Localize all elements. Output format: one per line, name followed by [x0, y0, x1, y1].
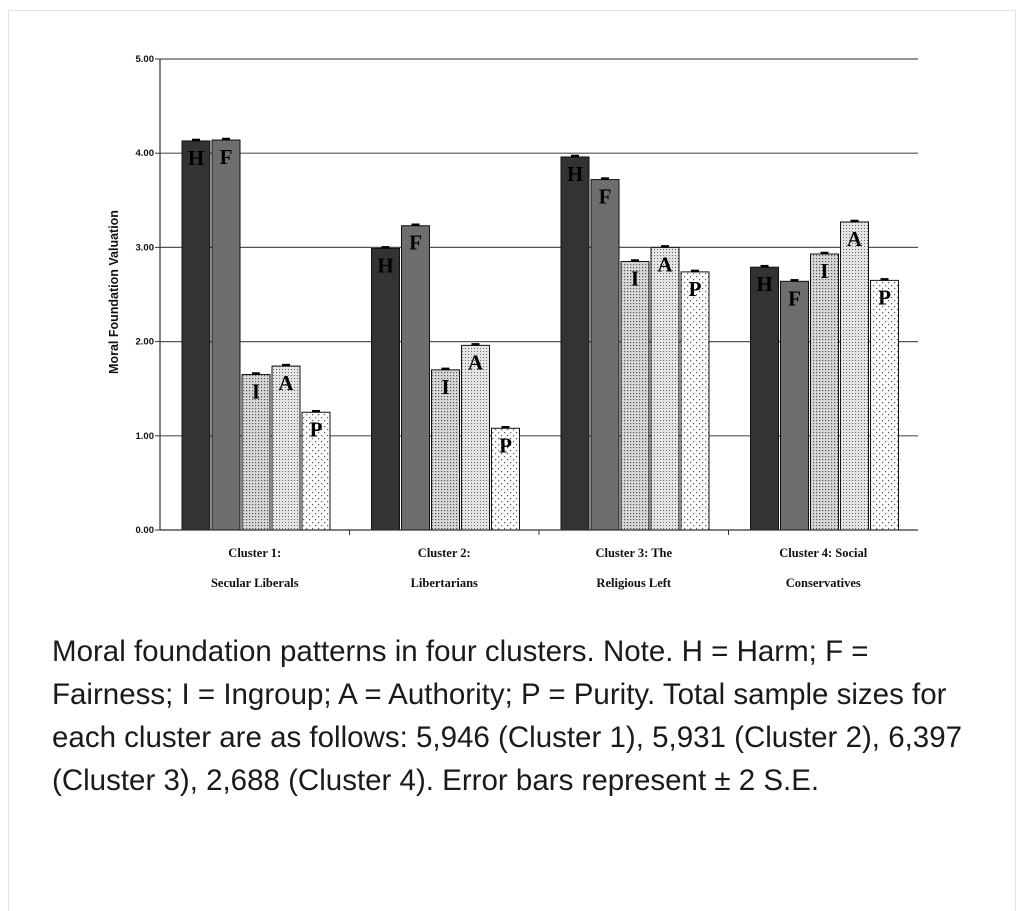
bar-letter-label: H [377, 253, 393, 277]
bar-purity [870, 279, 899, 531]
bar-letter-label: A [278, 371, 294, 395]
y-axis-label: Moral Foundation Valuation [107, 210, 121, 374]
bar-harm [560, 156, 590, 531]
bar-fairness [211, 139, 241, 531]
x-tick-label: Secular Liberals [211, 576, 299, 590]
bar-letter-label: P [310, 417, 323, 441]
y-tick-label: 5.00 [136, 54, 155, 65]
bar-letter-label: I [441, 375, 449, 399]
x-tick-label: Conservatives [786, 576, 861, 590]
bar-letter-label: I [631, 267, 639, 291]
y-tick-label: 2.00 [136, 337, 155, 348]
bar-fairness [780, 280, 809, 531]
y-tick-label: 4.00 [136, 148, 155, 159]
y-tick-label: 3.00 [136, 242, 155, 253]
x-tick-label: Libertarians [411, 576, 478, 590]
bar-letter-label: H [756, 272, 772, 296]
y-tick-label: 0.00 [136, 525, 155, 536]
bar-harm [750, 266, 779, 531]
bar-letter-label: H [567, 162, 583, 186]
x-tick-label: Religious Left [596, 576, 671, 590]
bar-letter-label: F [788, 286, 801, 310]
bar-letter-label: H [188, 146, 204, 170]
x-tick-label: Cluster 3: The [595, 546, 672, 560]
bar-purity [680, 271, 710, 531]
bar-purity [491, 427, 520, 531]
bar-letter-label: F [220, 145, 233, 169]
bar-letter-label: P [878, 285, 891, 309]
bar-ingroup [810, 253, 839, 531]
bar-letter-label: F [409, 231, 422, 255]
bar-ingroup [241, 374, 271, 531]
bar-letter-label: I [820, 259, 828, 283]
bar-authority [461, 344, 490, 531]
x-tick-label: Cluster 1: [228, 546, 281, 560]
bar-harm [181, 140, 211, 531]
bar-letter-label: F [599, 185, 612, 209]
x-tick-label: Cluster 4: Social [779, 546, 867, 560]
bar-letter-label: A [657, 252, 673, 276]
bar-fairness [590, 179, 620, 531]
bar-ingroup [431, 369, 460, 531]
figure-caption: Moral foundation patterns in four cluste… [52, 635, 963, 797]
bar-fairness [401, 225, 430, 531]
bar-letter-label: P [689, 277, 702, 301]
bar-authority [650, 246, 680, 531]
bar-letter-label: I [252, 380, 260, 404]
y-tick-label: 1.00 [136, 431, 155, 442]
bar-purity [301, 411, 331, 531]
bar-authority [840, 221, 869, 531]
bar-letter-label: A [847, 227, 863, 251]
bar-letter-label: A [468, 350, 484, 374]
bar-ingroup [620, 261, 650, 531]
bar-harm [371, 247, 400, 531]
x-tick-label: Cluster 2: [418, 546, 471, 560]
bar-letter-label: P [499, 433, 512, 457]
